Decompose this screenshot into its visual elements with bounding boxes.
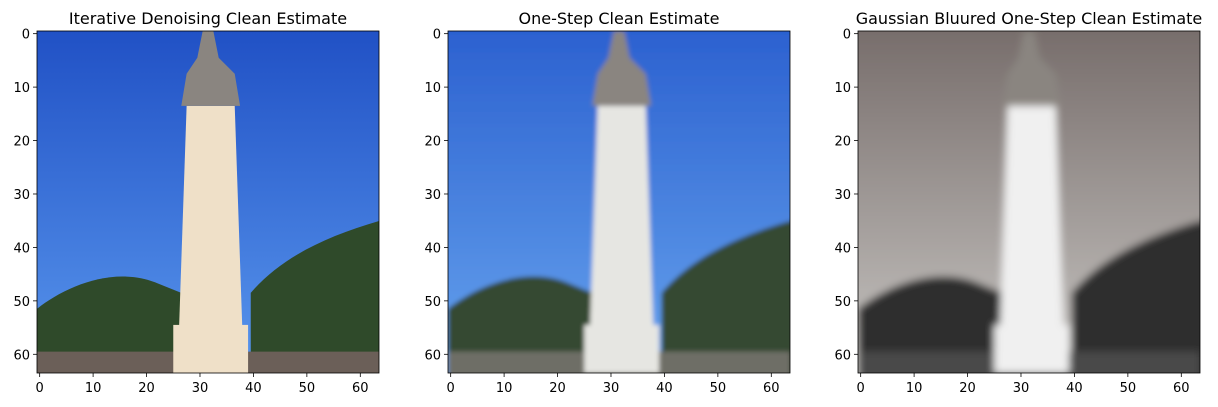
image-area <box>37 31 379 373</box>
tower-top <box>592 31 652 106</box>
x-tick-label: 20 <box>549 381 566 396</box>
y-tick-label: 10 <box>13 81 30 96</box>
x-tick-label: 20 <box>138 381 155 396</box>
tower-shaft <box>589 105 654 341</box>
x-tick-label: 30 <box>192 381 209 396</box>
y-tick-label: 30 <box>424 188 441 203</box>
panel-title: Gaussian Bluured One-Step Clean Estimate <box>856 9 1203 28</box>
panel-3: Gaussian Bluured One-Step Clean Estimate… <box>834 9 1203 396</box>
x-tick-label: 30 <box>603 381 620 396</box>
x-tick-label: 10 <box>906 381 923 396</box>
y-tick-label: 60 <box>424 348 441 363</box>
trees-left <box>448 276 593 373</box>
trees-right <box>661 221 790 373</box>
axes-frame <box>857 30 1201 374</box>
x-tick-label: 50 <box>299 381 316 396</box>
y-tick-label: 20 <box>424 135 441 150</box>
y-tick-label: 0 <box>22 28 30 43</box>
panel-1: Iterative Denoising Clean Estimate 0 10 20 3… <box>13 9 380 396</box>
tower-top <box>1002 31 1062 106</box>
x-tick-label: 0 <box>447 381 455 396</box>
y-tick-label: 40 <box>13 241 30 256</box>
x-tick-label: 50 <box>1120 381 1137 396</box>
y-tick-label: 30 <box>834 188 851 203</box>
x-tick-label: 0 <box>857 381 865 396</box>
x-tick-label: 60 <box>352 381 369 396</box>
x-tick-label: 40 <box>656 381 673 396</box>
tower-base <box>173 324 249 373</box>
panel-title: One-Step Clean Estimate <box>518 9 719 28</box>
tower-base <box>584 324 660 373</box>
y-tick-label: 50 <box>834 295 851 310</box>
y-tick-label: 30 <box>13 188 30 203</box>
image-area <box>448 31 790 373</box>
axes-frame <box>447 30 791 374</box>
y-tick-label: 60 <box>834 348 851 363</box>
trees-left <box>858 276 1003 373</box>
x-tick-label: 10 <box>85 381 102 396</box>
x-tick-label: 10 <box>496 381 513 396</box>
x-tick-label: 40 <box>1066 381 1083 396</box>
x-tick-label: 0 <box>36 381 44 396</box>
x-tick-label: 60 <box>1173 381 1190 396</box>
y-tick-label: 10 <box>424 81 441 96</box>
y-tick-label: 50 <box>13 295 30 310</box>
x-tick-label: 20 <box>959 381 976 396</box>
trees-right <box>1071 221 1200 373</box>
panel-title: Iterative Denoising Clean Estimate <box>69 9 347 28</box>
image-area <box>858 31 1200 373</box>
y-tick-label: 20 <box>13 135 30 150</box>
x-tick-label: 30 <box>1013 381 1030 396</box>
y-tick-label: 60 <box>13 348 30 363</box>
tower-base <box>994 324 1070 373</box>
tower-top <box>181 31 241 106</box>
tower-shaft <box>178 105 243 341</box>
x-tick-label: 60 <box>763 381 780 396</box>
trees-right <box>250 221 379 373</box>
y-tick-label: 0 <box>843 28 851 43</box>
tower-shaft <box>999 105 1064 341</box>
x-tick-label: 50 <box>710 381 727 396</box>
y-tick-label: 50 <box>424 295 441 310</box>
axes-frame <box>36 30 380 374</box>
x-tick-label: 40 <box>245 381 262 396</box>
y-tick-label: 40 <box>424 241 441 256</box>
y-tick-label: 20 <box>834 135 851 150</box>
panel-2: One-Step Clean Estimate 0 10 20 30 40 50 60 0 10 2… <box>424 9 791 396</box>
trees-left <box>37 276 182 373</box>
y-tick-label: 40 <box>834 241 851 256</box>
y-tick-label: 0 <box>433 28 441 43</box>
y-tick-label: 10 <box>834 81 851 96</box>
